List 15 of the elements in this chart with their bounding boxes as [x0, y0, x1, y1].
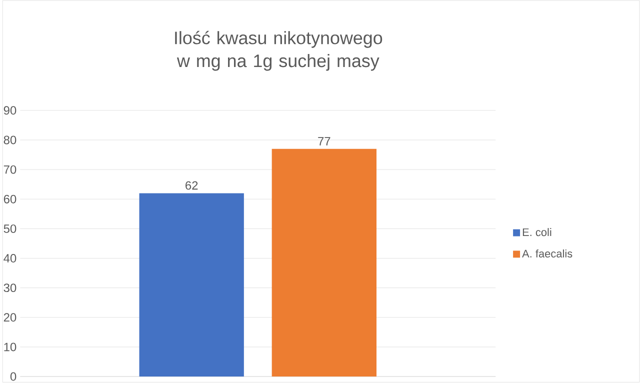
y-tick-label: 70 [4, 165, 16, 174]
chart-title: Ilość kwasu nikotynowego w mg na 1g suchej masy [175, 30, 382, 71]
y-tick-label: 80 [4, 136, 16, 144]
y-tick-label: 20 [4, 313, 16, 322]
y-tick-label: 0 [10, 372, 16, 381]
y-tick-label: 30 [4, 284, 16, 292]
y-tick-label: 50 [4, 224, 16, 233]
y-tick-label: 60 [4, 194, 16, 204]
y-tick-label: 90 [4, 106, 16, 115]
data-label: 62 [186, 181, 198, 190]
legend-label: E. coli [522, 228, 552, 236]
legend-label: A. faecalis [522, 249, 572, 258]
y-tick-label: 10 [4, 342, 16, 352]
data-label: 77 [318, 137, 330, 146]
y-tick-label: 40 [4, 254, 16, 262]
